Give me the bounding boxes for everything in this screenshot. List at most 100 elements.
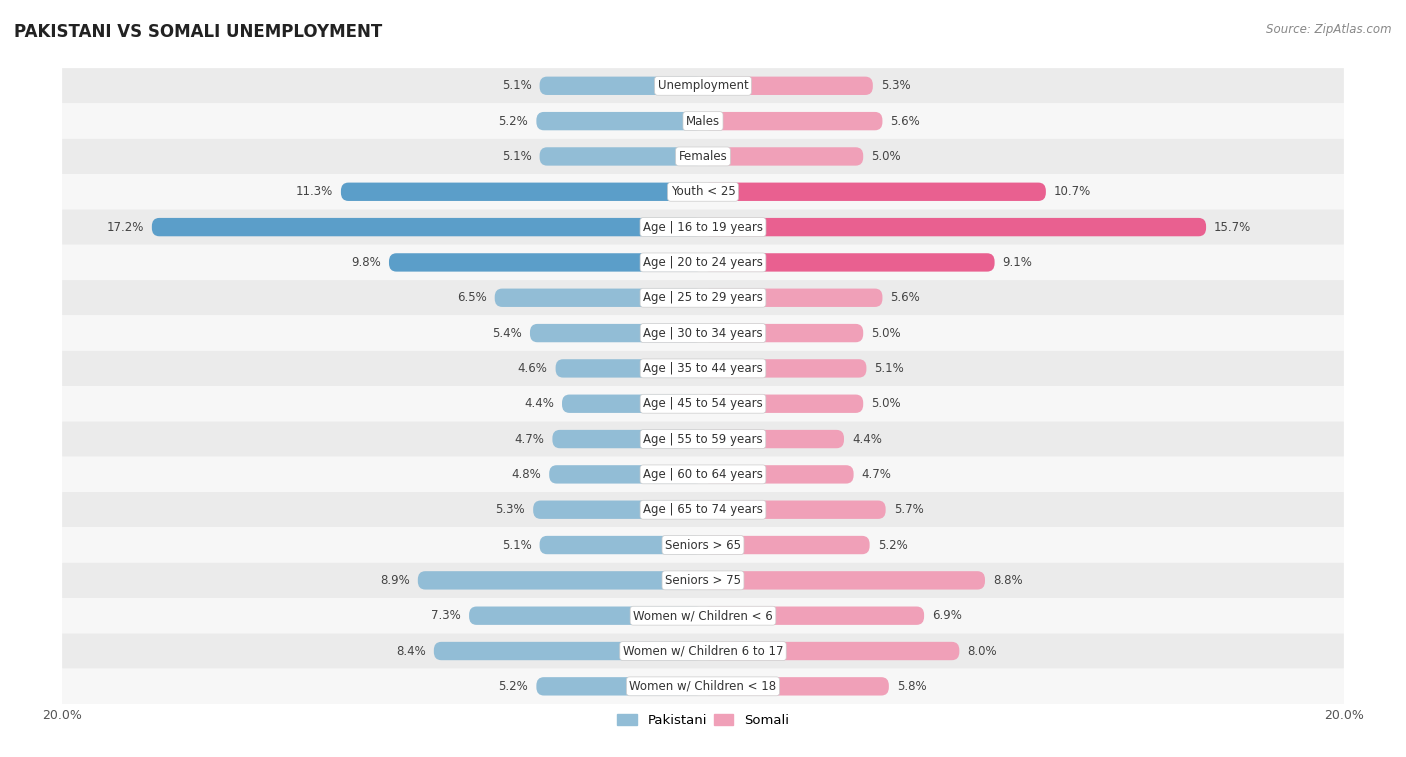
Text: Age | 16 to 19 years: Age | 16 to 19 years (643, 220, 763, 234)
Text: Women w/ Children < 6: Women w/ Children < 6 (633, 609, 773, 622)
Text: 5.1%: 5.1% (502, 150, 531, 163)
Text: 5.1%: 5.1% (502, 79, 531, 92)
Text: 5.3%: 5.3% (880, 79, 911, 92)
FancyBboxPatch shape (703, 218, 1206, 236)
Text: 5.2%: 5.2% (499, 114, 529, 128)
FancyBboxPatch shape (62, 598, 1344, 634)
FancyBboxPatch shape (470, 606, 703, 625)
Text: 5.0%: 5.0% (872, 397, 901, 410)
FancyBboxPatch shape (62, 104, 1344, 139)
Text: 5.0%: 5.0% (872, 150, 901, 163)
FancyBboxPatch shape (62, 68, 1344, 104)
Text: 6.9%: 6.9% (932, 609, 962, 622)
FancyBboxPatch shape (536, 112, 703, 130)
FancyBboxPatch shape (62, 245, 1344, 280)
Text: Seniors > 75: Seniors > 75 (665, 574, 741, 587)
FancyBboxPatch shape (62, 422, 1344, 456)
FancyBboxPatch shape (62, 456, 1344, 492)
FancyBboxPatch shape (703, 360, 866, 378)
FancyBboxPatch shape (536, 678, 703, 696)
FancyBboxPatch shape (540, 536, 703, 554)
Text: Women w/ Children < 18: Women w/ Children < 18 (630, 680, 776, 693)
Text: Unemployment: Unemployment (658, 79, 748, 92)
Text: 6.5%: 6.5% (457, 291, 486, 304)
Text: 5.3%: 5.3% (495, 503, 526, 516)
FancyBboxPatch shape (340, 182, 703, 201)
FancyBboxPatch shape (703, 182, 1046, 201)
Text: 9.8%: 9.8% (352, 256, 381, 269)
Text: Youth < 25: Youth < 25 (671, 185, 735, 198)
Text: 4.7%: 4.7% (862, 468, 891, 481)
Text: 5.2%: 5.2% (877, 538, 907, 552)
Text: 17.2%: 17.2% (107, 220, 143, 234)
Text: 5.7%: 5.7% (894, 503, 924, 516)
Text: Age | 20 to 24 years: Age | 20 to 24 years (643, 256, 763, 269)
Text: Age | 45 to 54 years: Age | 45 to 54 years (643, 397, 763, 410)
Text: 5.1%: 5.1% (502, 538, 531, 552)
Text: 8.9%: 8.9% (380, 574, 409, 587)
FancyBboxPatch shape (703, 466, 853, 484)
Text: 5.6%: 5.6% (890, 291, 920, 304)
FancyBboxPatch shape (703, 500, 886, 519)
Text: 8.0%: 8.0% (967, 644, 997, 658)
FancyBboxPatch shape (703, 76, 873, 95)
Text: 4.7%: 4.7% (515, 432, 544, 446)
FancyBboxPatch shape (703, 430, 844, 448)
Text: Seniors > 65: Seniors > 65 (665, 538, 741, 552)
FancyBboxPatch shape (152, 218, 703, 236)
FancyBboxPatch shape (703, 536, 870, 554)
Text: 5.8%: 5.8% (897, 680, 927, 693)
Text: Women w/ Children 6 to 17: Women w/ Children 6 to 17 (623, 644, 783, 658)
FancyBboxPatch shape (553, 430, 703, 448)
Text: 9.1%: 9.1% (1002, 256, 1032, 269)
Text: 5.1%: 5.1% (875, 362, 904, 375)
FancyBboxPatch shape (389, 254, 703, 272)
FancyBboxPatch shape (703, 288, 883, 307)
FancyBboxPatch shape (62, 492, 1344, 528)
FancyBboxPatch shape (703, 254, 994, 272)
Text: 8.4%: 8.4% (396, 644, 426, 658)
Text: Source: ZipAtlas.com: Source: ZipAtlas.com (1267, 23, 1392, 36)
FancyBboxPatch shape (434, 642, 703, 660)
FancyBboxPatch shape (703, 112, 883, 130)
FancyBboxPatch shape (62, 174, 1344, 210)
FancyBboxPatch shape (540, 76, 703, 95)
Text: Age | 65 to 74 years: Age | 65 to 74 years (643, 503, 763, 516)
FancyBboxPatch shape (495, 288, 703, 307)
FancyBboxPatch shape (62, 668, 1344, 704)
Text: 10.7%: 10.7% (1054, 185, 1091, 198)
Text: Age | 60 to 64 years: Age | 60 to 64 years (643, 468, 763, 481)
Text: 4.4%: 4.4% (852, 432, 882, 446)
Text: Females: Females (679, 150, 727, 163)
FancyBboxPatch shape (418, 572, 703, 590)
Text: 5.4%: 5.4% (492, 326, 522, 340)
FancyBboxPatch shape (62, 386, 1344, 422)
FancyBboxPatch shape (562, 394, 703, 413)
FancyBboxPatch shape (62, 634, 1344, 668)
FancyBboxPatch shape (533, 500, 703, 519)
FancyBboxPatch shape (703, 678, 889, 696)
FancyBboxPatch shape (703, 324, 863, 342)
Text: Age | 30 to 34 years: Age | 30 to 34 years (643, 326, 763, 340)
FancyBboxPatch shape (62, 210, 1344, 245)
Text: 11.3%: 11.3% (295, 185, 333, 198)
FancyBboxPatch shape (62, 316, 1344, 350)
FancyBboxPatch shape (703, 394, 863, 413)
Text: 4.6%: 4.6% (517, 362, 547, 375)
FancyBboxPatch shape (62, 562, 1344, 598)
FancyBboxPatch shape (530, 324, 703, 342)
Text: 5.6%: 5.6% (890, 114, 920, 128)
Legend: Pakistani, Somali: Pakistani, Somali (612, 709, 794, 732)
Text: Age | 55 to 59 years: Age | 55 to 59 years (643, 432, 763, 446)
Text: 4.8%: 4.8% (512, 468, 541, 481)
FancyBboxPatch shape (540, 148, 703, 166)
Text: 8.8%: 8.8% (993, 574, 1022, 587)
Text: 15.7%: 15.7% (1215, 220, 1251, 234)
FancyBboxPatch shape (555, 360, 703, 378)
Text: PAKISTANI VS SOMALI UNEMPLOYMENT: PAKISTANI VS SOMALI UNEMPLOYMENT (14, 23, 382, 41)
FancyBboxPatch shape (703, 572, 986, 590)
Text: Age | 35 to 44 years: Age | 35 to 44 years (643, 362, 763, 375)
FancyBboxPatch shape (703, 606, 924, 625)
FancyBboxPatch shape (62, 280, 1344, 316)
Text: 7.3%: 7.3% (432, 609, 461, 622)
